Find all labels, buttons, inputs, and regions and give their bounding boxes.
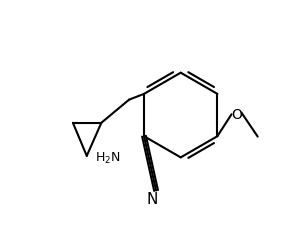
Text: H$_2$N: H$_2$N xyxy=(95,151,120,166)
Text: N: N xyxy=(146,192,158,207)
Text: O: O xyxy=(232,108,242,122)
